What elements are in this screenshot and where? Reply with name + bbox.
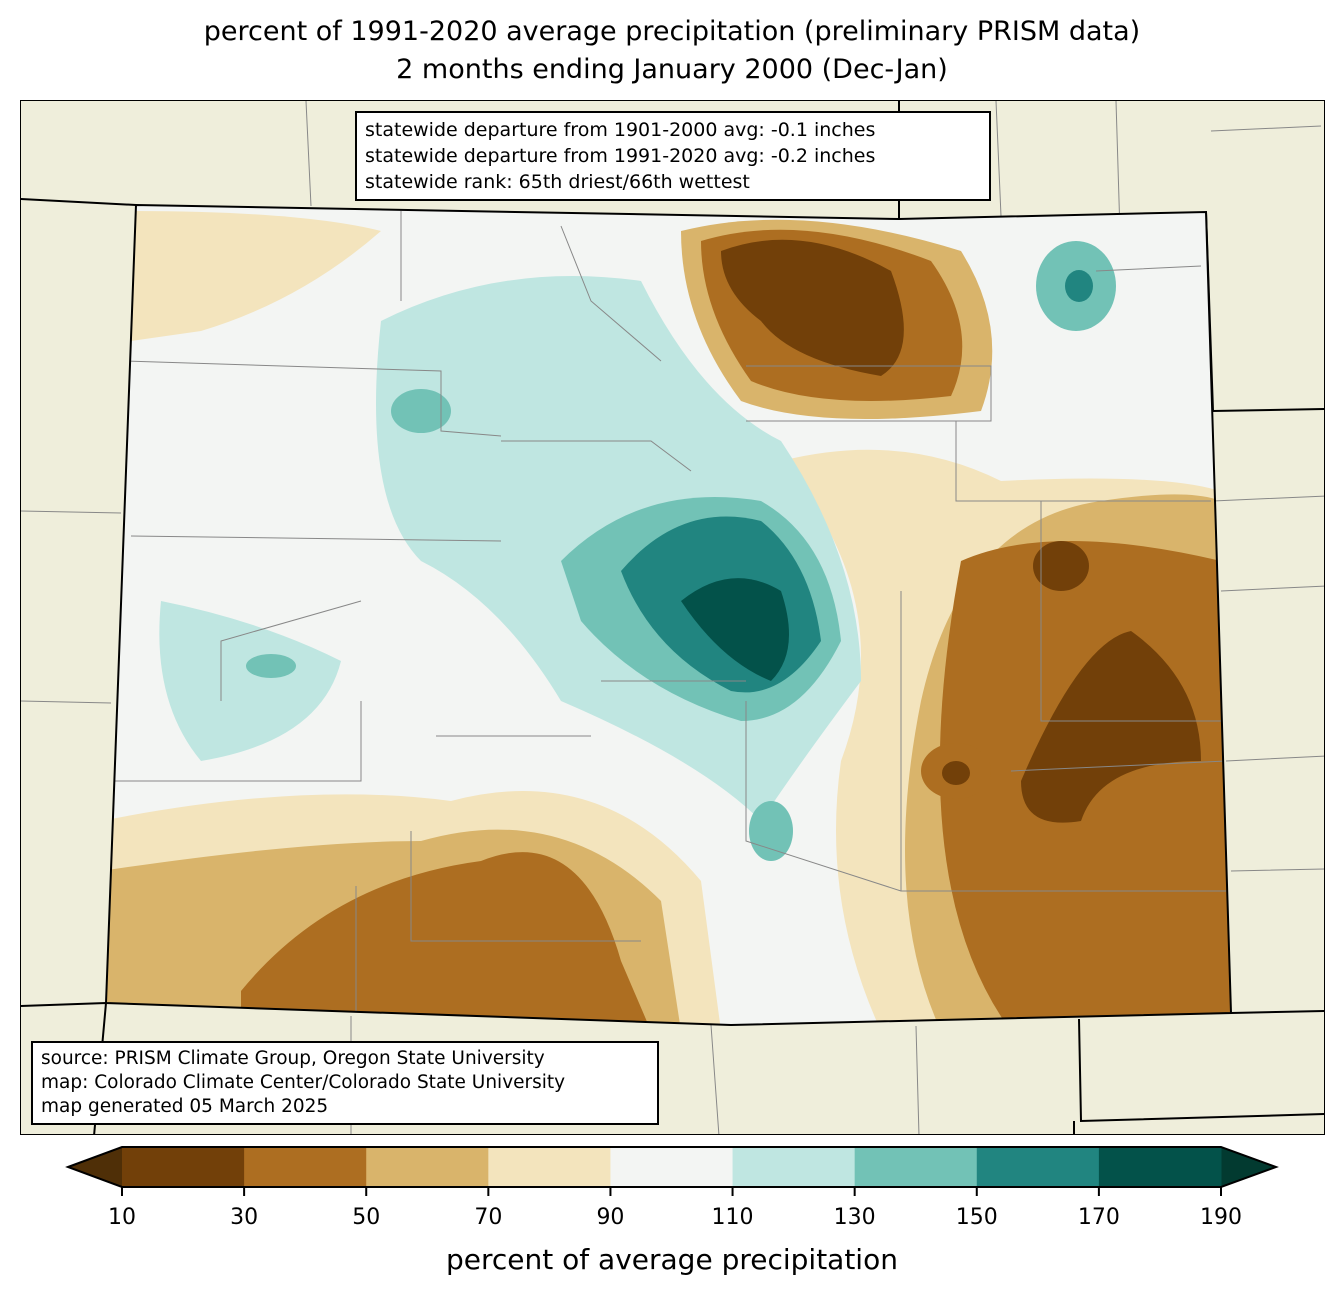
colorbar-segment: [976, 1147, 1100, 1187]
colorbar-segment: [854, 1147, 978, 1187]
colorbar-segment: [366, 1147, 489, 1187]
neighbor-county-lines: [21, 101, 1324, 1134]
statewide-rank: statewide rank: 65th driest/66th wettest: [365, 171, 750, 193]
colorado-map: [21, 101, 1324, 1134]
colorbar-segment: [1098, 1147, 1222, 1187]
colorbar-tick-label: 90: [596, 1205, 625, 1230]
colorbar-label: percent of average precipitation: [446, 1243, 898, 1276]
colorbar-segment: [610, 1147, 734, 1187]
precipitation-field: [106, 205, 1231, 1025]
colorbar-segment: [244, 1147, 367, 1187]
colorbar-tick-label: 170: [1077, 1205, 1120, 1230]
county-lines: [111, 211, 1227, 1011]
departure-1991-2020: statewide departure from 1991-2020 avg: …: [365, 145, 876, 167]
source-line: source: PRISM Climate Group, Oregon Stat…: [41, 1048, 545, 1069]
colorbar-tick-label: 70: [474, 1205, 503, 1230]
colorbar-tick-label: 110: [711, 1205, 754, 1230]
precipitation-map: [20, 100, 1325, 1135]
generated-date-line: map generated 05 March 2025: [41, 1096, 329, 1117]
colorbar-segment: [732, 1147, 856, 1187]
map-credit-line: map: Colorado Climate Center/Colorado St…: [41, 1072, 566, 1093]
colorbar-segment: [122, 1147, 245, 1187]
colorbar-tick-label: 190: [1200, 1205, 1242, 1230]
colorbar-tick-label: 10: [108, 1205, 136, 1230]
statewide-stats-box: statewide departure from 1901-2000 avg: …: [355, 111, 991, 201]
colorado-border: [104, 203, 1233, 1027]
colorbar-tick-label: 30: [230, 1205, 259, 1230]
map-subtitle: 2 months ending January 2000 (Dec-Jan): [396, 54, 948, 85]
colorbar: [65, 1146, 1279, 1196]
departure-1901-2000: statewide departure from 1901-2000 avg: …: [365, 119, 876, 141]
colorbar-under-arrow: [68, 1147, 122, 1187]
colorbar-tick-label: 130: [833, 1205, 876, 1230]
colorbar-over-arrow: [1221, 1147, 1276, 1187]
colorbar-tick-label: 150: [955, 1205, 998, 1230]
map-title: percent of 1991-2020 average precipitati…: [203, 16, 1141, 47]
source-box: source: PRISM Climate Group, Oregon Stat…: [31, 1041, 659, 1125]
colorbar-tick-label: 50: [352, 1205, 381, 1230]
colorbar-segment: [488, 1147, 611, 1187]
